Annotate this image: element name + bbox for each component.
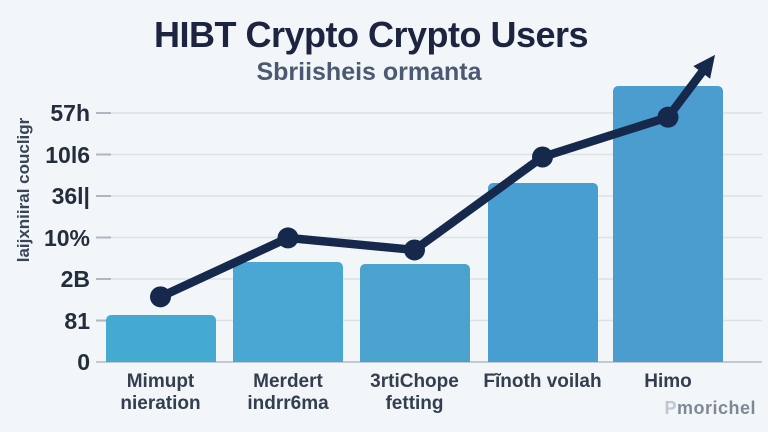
x-axis-label: Himo xyxy=(644,371,692,392)
data-point-dot xyxy=(532,146,553,168)
bar xyxy=(105,315,216,362)
y-tick-label: 10% xyxy=(43,224,90,251)
y-tick-label: 57h xyxy=(50,100,90,126)
y-tick-label: 81 xyxy=(64,307,90,334)
x-axis-label: 3rtiChope fetting xyxy=(370,371,459,414)
y-tick-label: 0 xyxy=(77,349,90,375)
y-tick-label: 10l6 xyxy=(45,141,90,168)
arrowhead xyxy=(693,54,715,79)
data-point-dot xyxy=(150,286,171,308)
data-point-dot xyxy=(277,227,299,249)
bar xyxy=(487,183,598,362)
bar xyxy=(359,264,470,362)
watermark: Pmorichel xyxy=(664,398,756,419)
data-point-dot xyxy=(657,106,679,128)
x-axis-label: Merdert indrr6ma xyxy=(247,371,329,414)
watermark-text: morichel xyxy=(676,398,756,418)
x-axis-label: Fĩnoth voilah xyxy=(483,371,602,392)
watermark-prefix: P xyxy=(664,398,677,418)
data-point-dot xyxy=(404,239,425,261)
y-tick-label: 2B xyxy=(60,266,90,292)
chart-subtitle: Sbriisheis ormanta xyxy=(256,58,482,86)
bar xyxy=(233,261,343,362)
x-axis-label: Mimupt nieration xyxy=(120,371,201,414)
trend-line xyxy=(156,68,706,302)
chart-title: HIBT Crypto Crypto Users xyxy=(153,14,589,55)
y-tick-label: 36l| xyxy=(51,183,90,209)
